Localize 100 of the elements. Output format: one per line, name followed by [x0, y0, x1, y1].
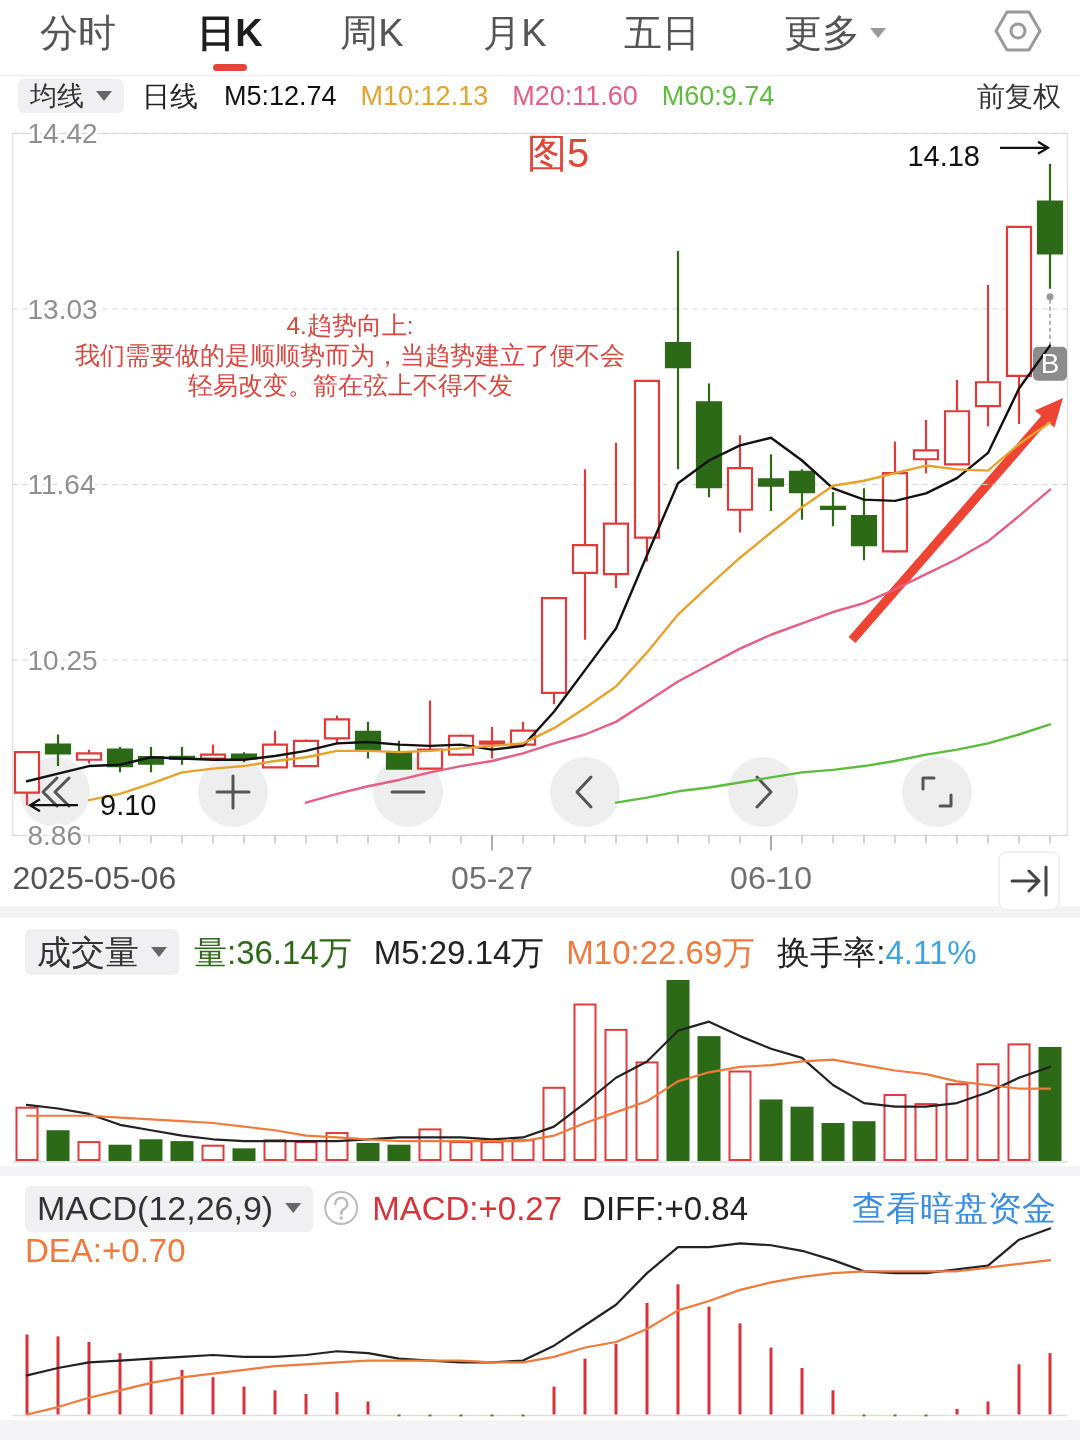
- bar: [366, 1401, 370, 1415]
- bar: [149, 1360, 153, 1415]
- text: 换手率:: [777, 933, 886, 971]
- text: 分时: [40, 12, 116, 54]
- bar: [356, 1142, 380, 1161]
- annotation: 14.18: [907, 139, 980, 172]
- chart-subtitle: 日线: [142, 80, 198, 112]
- series-label: DIFF:+0.84: [582, 1189, 749, 1227]
- bar: [480, 1141, 504, 1161]
- candlestick: [571, 468, 599, 641]
- candlestick: [385, 739, 413, 771]
- bar: [728, 1070, 752, 1161]
- candlestick: [323, 714, 351, 746]
- candlestick: [850, 487, 878, 562]
- bar: [1038, 1046, 1062, 1161]
- bar: [552, 1386, 556, 1415]
- text: 查看暗盘资金: [851, 1189, 1056, 1227]
- text: 周K: [340, 12, 404, 54]
- bar: [542, 1086, 566, 1161]
- bar: [945, 1083, 969, 1161]
- y-tick-label: 11.64: [27, 469, 96, 500]
- candlestick: [912, 419, 940, 475]
- bar: [707, 1306, 711, 1415]
- candlestick: [13, 751, 41, 807]
- bar: [852, 1121, 876, 1161]
- annotation: 4.趋势向上:: [286, 311, 414, 339]
- bar: [201, 1144, 225, 1161]
- bar: [273, 1390, 277, 1415]
- bar: [986, 1401, 990, 1415]
- bar: [15, 1106, 39, 1161]
- bar: [666, 980, 690, 1161]
- bar: [304, 1394, 308, 1415]
- annotation: 9.10: [100, 789, 157, 822]
- y-tick-label: 14.42: [27, 118, 98, 149]
- y-tick-label: 8.86: [27, 820, 82, 851]
- candlestick: [664, 249, 692, 471]
- bar: [242, 1386, 246, 1415]
- bar: [883, 1094, 907, 1161]
- text: M60:9.74: [661, 81, 775, 111]
- bar: [56, 1336, 60, 1415]
- x-tick-label: 05-27: [451, 860, 533, 896]
- bar: [645, 1302, 649, 1415]
- candlestick: [726, 434, 754, 534]
- candlestick: [602, 441, 630, 590]
- candlestick: [695, 382, 723, 499]
- bar: [294, 1141, 318, 1161]
- bar: [955, 1408, 959, 1415]
- text: 五日: [624, 12, 700, 54]
- text: M5:12.74: [224, 81, 337, 111]
- candlestick: [1005, 225, 1033, 425]
- bar: [87, 1341, 91, 1415]
- bar: [831, 1390, 835, 1415]
- text: 月K: [483, 12, 547, 54]
- candlestick: [757, 453, 785, 513]
- text: 4.11%: [885, 933, 977, 971]
- text: 更多: [784, 12, 860, 54]
- candlestick: [788, 468, 816, 521]
- chart-title: 成交量: [37, 933, 139, 971]
- text: M10:12.13: [360, 81, 489, 111]
- line-series: [614, 723, 1052, 804]
- bar: [790, 1106, 814, 1161]
- text: M5:29.14万: [373, 933, 545, 971]
- text: 2025-05-06: [12, 860, 177, 896]
- bar: [738, 1323, 742, 1415]
- text: MACD:+0.27: [372, 1189, 563, 1227]
- bar: [676, 1284, 680, 1415]
- bar: [1048, 1353, 1052, 1415]
- text: M20:11.60: [512, 81, 638, 111]
- annotation: 我们需要做的是顺顺势而为，当趋势建立了便不会轻易改变。箭在弦上不得不发: [75, 341, 625, 399]
- bar: [170, 1141, 194, 1161]
- line-series: [304, 488, 1052, 804]
- text: M10:22.69万: [566, 933, 756, 971]
- candlestick: [819, 490, 847, 528]
- candlestick: [881, 440, 909, 554]
- x-tick-label: 06-10: [730, 860, 812, 896]
- bar: [635, 1061, 659, 1161]
- bar: [759, 1099, 783, 1161]
- bar: [697, 1036, 721, 1161]
- bar: [449, 1141, 473, 1161]
- candlestick: [416, 699, 444, 771]
- chart-title: MACD(12,26,9): [37, 1189, 274, 1227]
- bar: [77, 1141, 101, 1161]
- bar: [573, 1003, 597, 1161]
- candlestick: [540, 597, 568, 706]
- chart-title: 均线: [29, 81, 84, 111]
- candlestick: [75, 748, 103, 765]
- annotation: B: [1040, 348, 1060, 380]
- annotation: 图5: [526, 131, 590, 175]
- text: DEA:+0.70: [25, 1231, 186, 1269]
- bar: [180, 1369, 184, 1415]
- bar: [800, 1368, 804, 1415]
- bar: [108, 1144, 132, 1161]
- bar: [769, 1347, 773, 1415]
- text: 前复权: [976, 80, 1061, 112]
- candlestick: [633, 379, 661, 563]
- bar: [387, 1144, 411, 1161]
- bar: [25, 1334, 29, 1415]
- y-tick-label: 13.03: [27, 293, 98, 325]
- bar: [211, 1377, 215, 1415]
- candlestick: [478, 725, 506, 760]
